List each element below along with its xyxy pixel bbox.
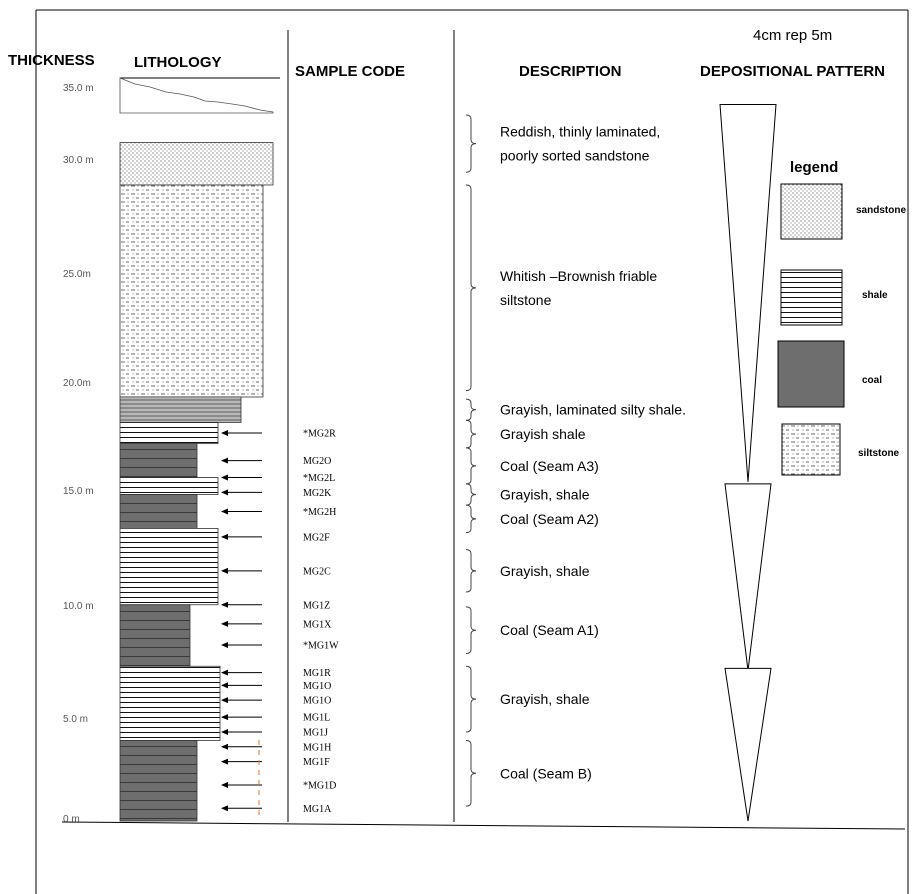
sample-code-label: MG1Z (303, 600, 330, 611)
description-brace (465, 606, 477, 655)
lithology-layer-coal (119, 740, 198, 822)
sample-code-label: *MG1D (303, 780, 336, 791)
legend: legend sandstone shale coal siltstone (777, 159, 906, 476)
sample-code-label: MG1J (303, 727, 328, 738)
sample-code-label: MG1L (303, 713, 330, 724)
sample-code-label: MG1H (303, 742, 331, 753)
legend-swatch-sandstone (780, 183, 843, 240)
legend-label: siltstone (858, 448, 900, 459)
description-text: Grayish shale (500, 426, 586, 442)
description-brace (465, 483, 477, 506)
tick-label: 30.0 m (63, 155, 94, 166)
depositional-cycle-triangle (724, 667, 772, 822)
lithology-layer-shale (119, 528, 219, 606)
description-brace (465, 504, 477, 534)
description-text: Coal (Seam A2) (500, 511, 599, 527)
sample-code-label: MG1F (303, 757, 330, 768)
tick-label: 15.0 m (63, 486, 94, 497)
depositional-cycles (719, 103, 777, 822)
descriptions: Reddish, thinly laminated, poorly sorted … (465, 114, 686, 807)
legend-title: legend (790, 159, 838, 176)
description-text: Grayish, shale (500, 563, 590, 579)
sample-code-label: MG1R (303, 668, 331, 679)
tick-label: 20.0m (63, 378, 91, 389)
description-text: Grayish, shale (500, 487, 590, 503)
sample-code-label: *MG2R (303, 429, 336, 440)
description-text: Reddish, thinly laminated, (500, 124, 660, 140)
description-brace (465, 739, 477, 807)
weathered-top (119, 77, 274, 114)
description-brace (465, 184, 477, 392)
description-text: poorly sorted sandstone (500, 148, 650, 164)
lithology-layer-siltstone (119, 184, 264, 398)
legend-label: coal (862, 375, 882, 386)
header-description: DESCRIPTION (519, 63, 622, 80)
sample-code-label: MG1A (303, 804, 332, 815)
header-depositional-pattern: DEPOSITIONAL PATTERN (700, 63, 885, 80)
tick-label: 0 m (63, 814, 80, 825)
description-text: Whitish –Brownish friable (500, 268, 657, 284)
legend-swatch-siltstone (781, 423, 841, 476)
frame (35, 9, 909, 894)
tick-label: 35.0 m (63, 83, 94, 94)
sample-code-label: MG1O (303, 681, 331, 692)
lithology-layer-shale (119, 422, 219, 445)
tick-label: 10.0 m (63, 601, 94, 612)
lithology-layer-coal (119, 604, 191, 667)
lithology-layer-coal (119, 494, 198, 529)
legend-label: shale (862, 290, 888, 301)
lithology-layer-sandstone (119, 142, 274, 186)
description-brace (465, 549, 477, 593)
sample-code-label: *MG2L (303, 473, 335, 484)
description-text: Coal (Seam B) (500, 765, 592, 781)
description-brace (465, 114, 477, 173)
tick-label: 25.0m (63, 269, 91, 280)
description-text: Grayish, shale (500, 691, 590, 707)
lithology-layer-coal (119, 443, 198, 478)
tick-label: 5.0 m (63, 714, 88, 725)
sample-code-label: *MG1W (303, 641, 339, 652)
description-brace (465, 447, 477, 485)
header-thickness: THICKNESS (8, 52, 95, 69)
legend-swatch-shale (780, 269, 843, 326)
sample-codes: *MG2R MG2O *MG2L MG2K *MG2H MG2F MG2C MG1Z MG1X *… (221, 429, 339, 815)
sample-code-label: MG2O (303, 456, 331, 467)
description-brace (465, 665, 477, 733)
lithology-layer-shale-dark (119, 396, 242, 423)
description-brace (465, 398, 477, 421)
depositional-cycle-triangle (724, 483, 772, 671)
header-lithology: LITHOLOGY (134, 54, 222, 71)
legend-label: sandstone (856, 205, 906, 216)
description-text: Grayish, laminated silty shale. (500, 402, 686, 418)
sample-code-label: MG2K (303, 488, 332, 499)
description-brace (465, 419, 477, 449)
lithology-column (119, 142, 274, 822)
lithology-layer-shale (119, 665, 221, 741)
description-text: Coal (Seam A3) (500, 458, 599, 474)
description-text: Coal (Seam A1) (500, 622, 599, 638)
sample-code-label: *MG2H (303, 507, 336, 518)
sample-code-label: MG1X (303, 619, 332, 630)
sample-code-label: MG2C (303, 566, 331, 577)
description-text: siltstone (500, 292, 552, 308)
legend-swatch-coal (777, 340, 845, 408)
header-sample-code: SAMPLE CODE (295, 63, 405, 80)
depositional-cycle-triangle (719, 103, 777, 482)
thickness-axis: 35.0 m 30.0 m 25.0m 20.0m 15.0 m 10.0 m … (63, 83, 94, 825)
sample-code-label: MG2F (303, 532, 330, 543)
sample-code-label: MG1O (303, 696, 331, 707)
scale-note: 4cm rep 5m (753, 27, 832, 44)
lithology-layer-shale (119, 477, 219, 495)
